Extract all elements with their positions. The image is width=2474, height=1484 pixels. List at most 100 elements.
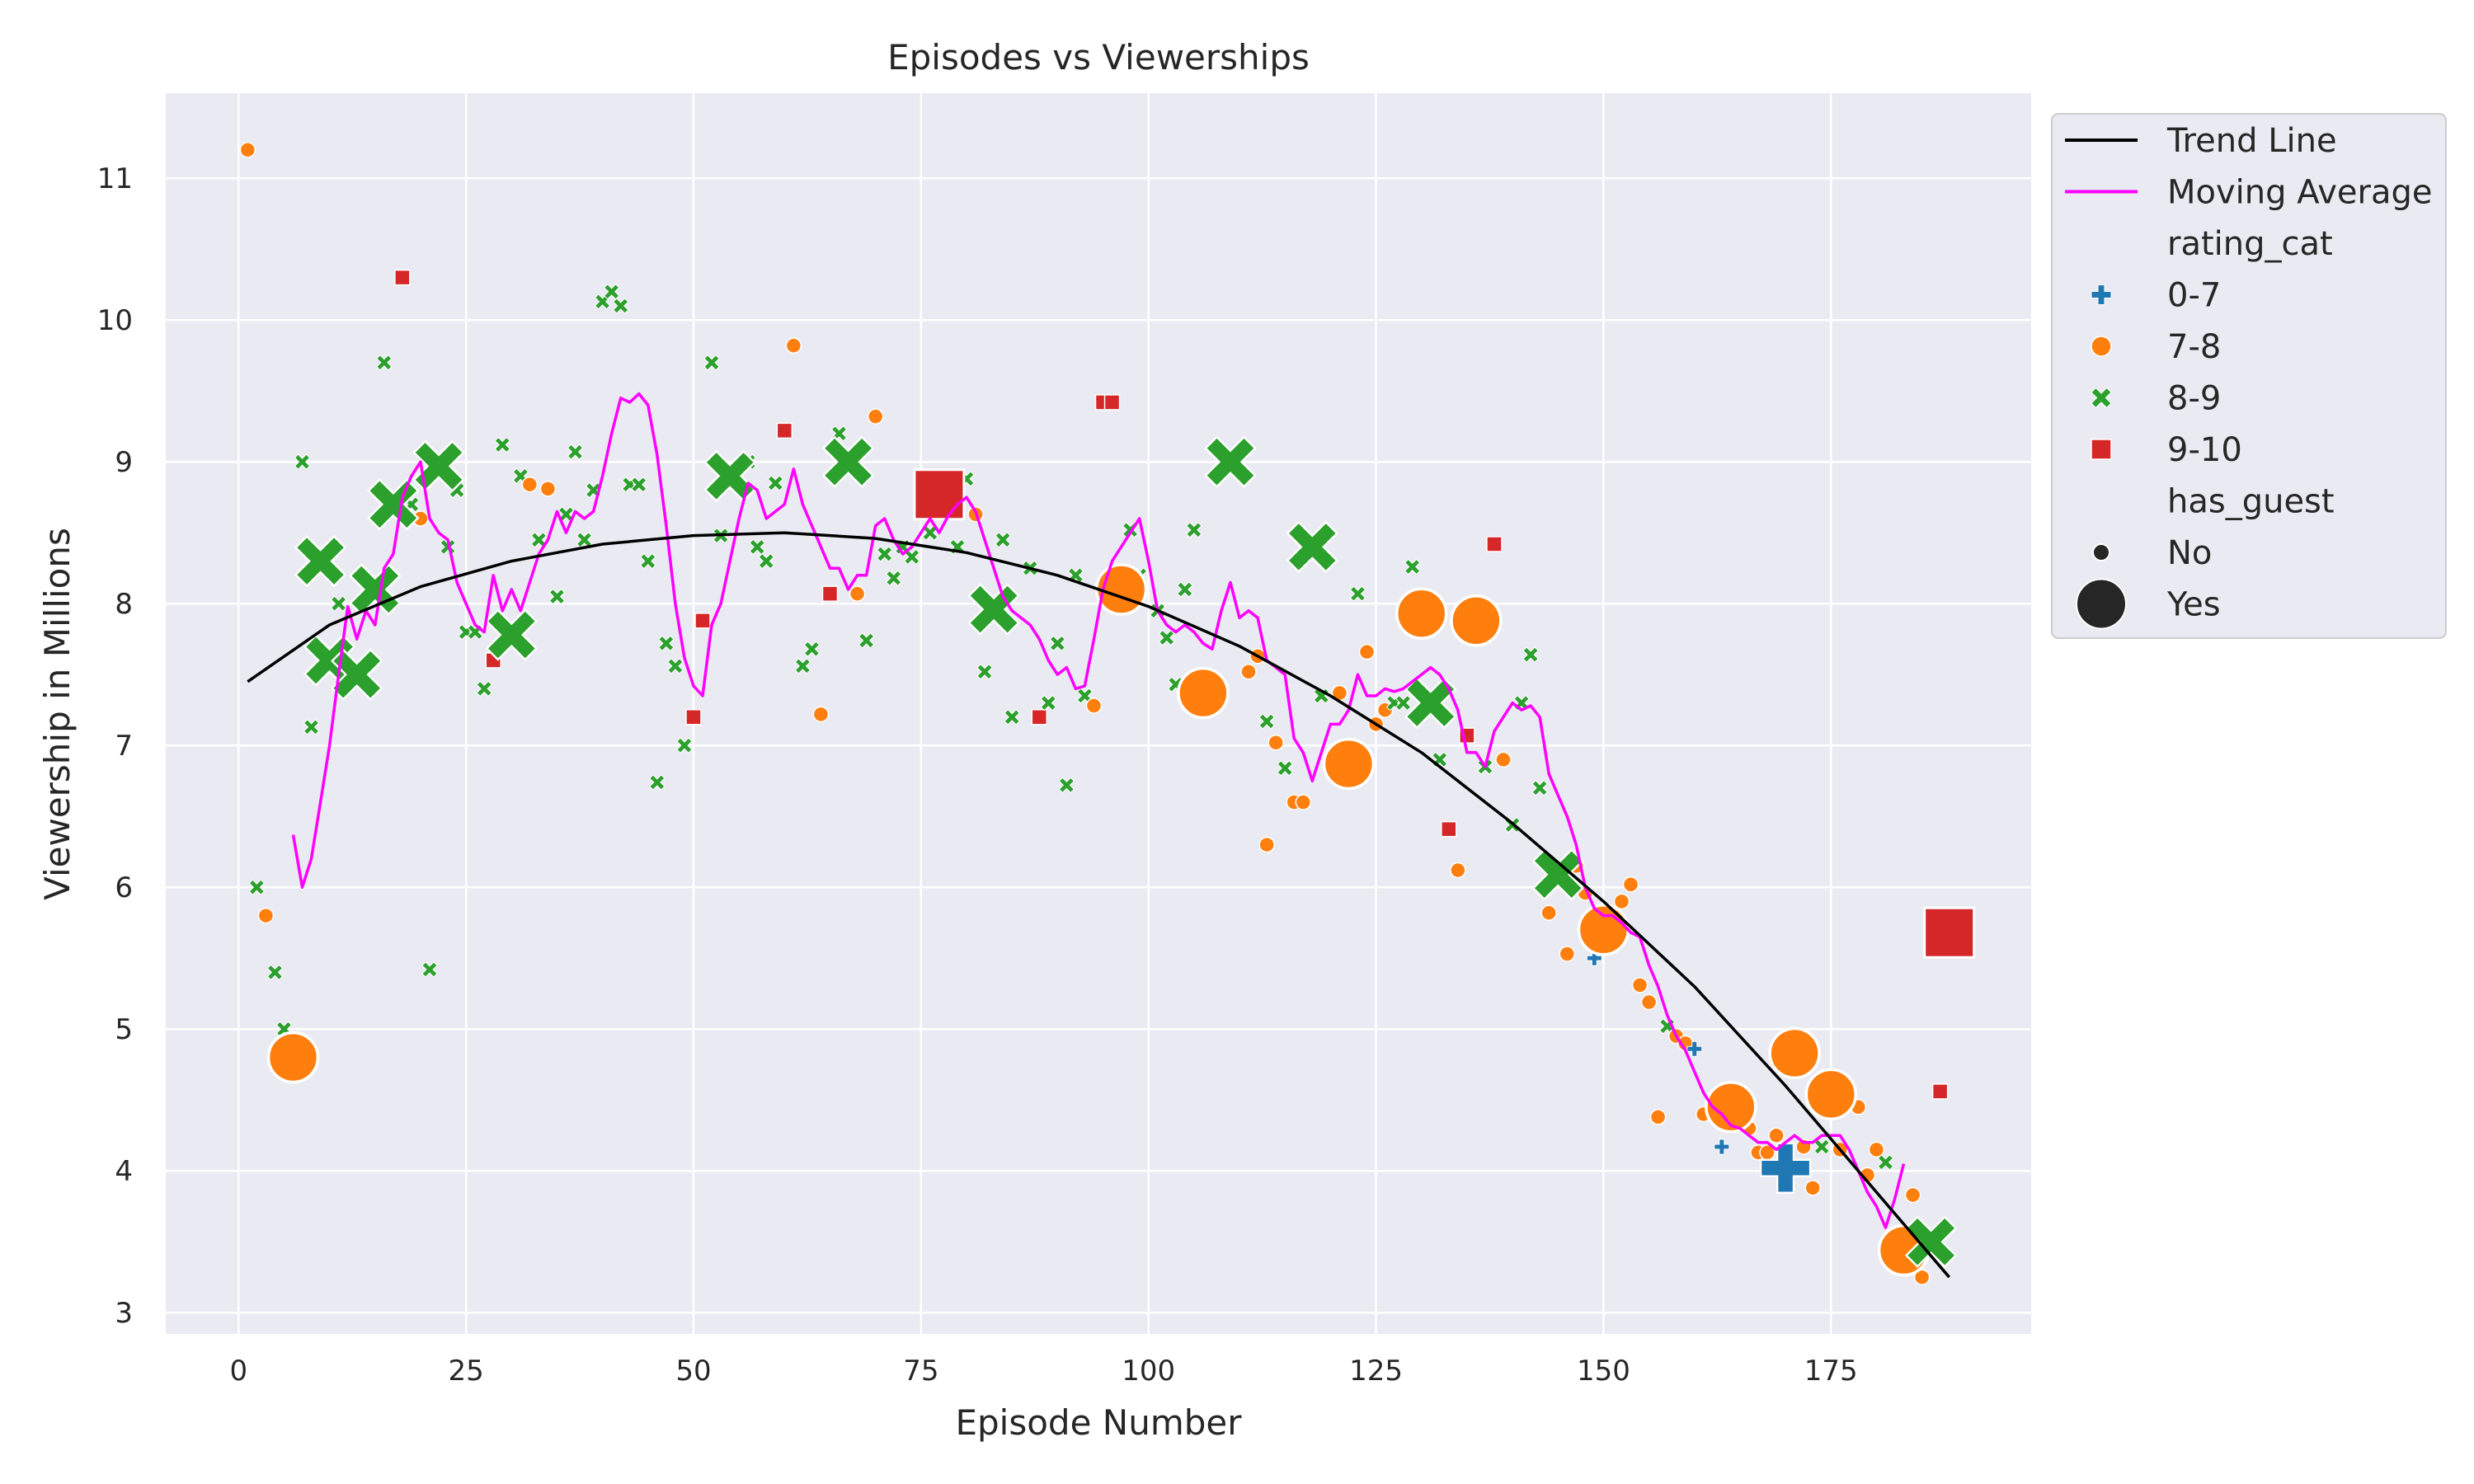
data-point [266, 964, 284, 981]
data-point [1159, 629, 1175, 646]
data-point [1049, 635, 1066, 652]
legend-label: 0-7 [2167, 277, 2221, 315]
data-point [821, 435, 875, 488]
data-point [785, 337, 802, 354]
legend-marker [2091, 336, 2112, 357]
data-point [876, 546, 893, 562]
data-point [1395, 587, 1448, 641]
y-tick-label: 7 [115, 730, 133, 763]
legend-label: 9-10 [2167, 431, 2242, 469]
data-point [494, 436, 510, 453]
data-point [521, 476, 539, 493]
data-point [257, 907, 275, 924]
y-axis-label: Viewership in Millions [37, 528, 78, 900]
data-point [667, 658, 684, 674]
data-point [331, 648, 383, 701]
data-point [658, 635, 675, 652]
axis-ticks: 0 25 50 75 100 125 150 175 3 4 5 6 7 8 9 10 11 [97, 162, 1858, 1388]
data-point [1768, 1127, 1785, 1144]
data-point [1295, 794, 1312, 810]
x-tick-label: 25 [448, 1355, 483, 1388]
data-point [904, 548, 920, 566]
y-tick-label: 4 [115, 1155, 133, 1188]
y-tick-label: 11 [97, 162, 133, 195]
legend-marker [2091, 387, 2112, 409]
data-point [1286, 520, 1338, 574]
legend-label: 8-9 [2167, 380, 2221, 418]
data-point [1613, 893, 1630, 910]
data-point [1486, 536, 1503, 552]
data-point [1177, 666, 1230, 720]
data-point [1649, 1109, 1667, 1125]
data-point [330, 595, 347, 612]
data-point [1085, 697, 1103, 714]
data-point [1258, 713, 1275, 730]
data-point [694, 613, 711, 629]
x-tick-label: 175 [1804, 1355, 1858, 1388]
data-point [1441, 820, 1457, 838]
x-tick-label: 50 [675, 1355, 711, 1388]
y-tick-label: 5 [115, 1013, 133, 1046]
legend-size-marker [2076, 578, 2127, 630]
data-point [548, 588, 566, 605]
data-point [485, 608, 538, 661]
data-point [1923, 906, 1976, 959]
data-point [849, 585, 866, 602]
data-point [1577, 904, 1630, 956]
x-tick-label: 75 [903, 1355, 938, 1388]
data-point [294, 453, 311, 470]
data-point [1258, 836, 1275, 853]
x-tick-label: 0 [229, 1355, 247, 1388]
data-point [858, 632, 875, 649]
data-point [995, 532, 1011, 548]
legend-size-marker [2092, 543, 2110, 561]
data-point [640, 552, 656, 570]
data-point [1804, 1180, 1821, 1196]
data-point [476, 680, 492, 697]
data-point [1103, 394, 1121, 411]
trend-line [247, 531, 1951, 1279]
data-point [539, 481, 557, 497]
data-point [1768, 1026, 1821, 1080]
data-point [1268, 735, 1284, 751]
y-tick-label: 6 [115, 871, 133, 904]
data-point [967, 583, 1020, 636]
chart-title: Episodes vs Viewerships [887, 37, 1310, 77]
data-point [1004, 709, 1020, 726]
y-tick-label: 8 [115, 588, 133, 621]
data-point [1586, 950, 1602, 966]
y-tick-label: 9 [115, 446, 133, 479]
data-point [248, 879, 266, 895]
data-point [1186, 522, 1202, 538]
legend-label: 7-8 [2167, 328, 2221, 366]
data-point [1622, 876, 1639, 893]
data-point [1631, 977, 1649, 993]
legend-label: Trend Line [2166, 122, 2337, 160]
legend-marker [2091, 439, 2112, 460]
data-point [794, 658, 811, 674]
data-point [631, 477, 647, 493]
data-point [867, 408, 884, 425]
data-point [1813, 1139, 1830, 1155]
data-point [1404, 676, 1457, 730]
y-tick-label: 10 [97, 304, 133, 337]
data-point [821, 585, 839, 602]
data-point [976, 664, 993, 680]
data-point [1904, 1215, 1958, 1268]
series-lines [247, 392, 1951, 1279]
data-point [1450, 594, 1503, 647]
data-point [1640, 993, 1658, 1011]
data-point [749, 538, 765, 556]
data-point [685, 709, 702, 726]
data-point [1204, 435, 1257, 488]
data-point [1040, 694, 1057, 711]
data-point [1495, 751, 1512, 768]
data-point [576, 532, 593, 548]
data-point [1904, 1186, 1921, 1204]
x-tick-label: 150 [1577, 1355, 1630, 1388]
data-point [803, 641, 821, 657]
data-point [567, 444, 584, 460]
data-point [1358, 643, 1376, 660]
legend-label: No [2167, 534, 2212, 572]
